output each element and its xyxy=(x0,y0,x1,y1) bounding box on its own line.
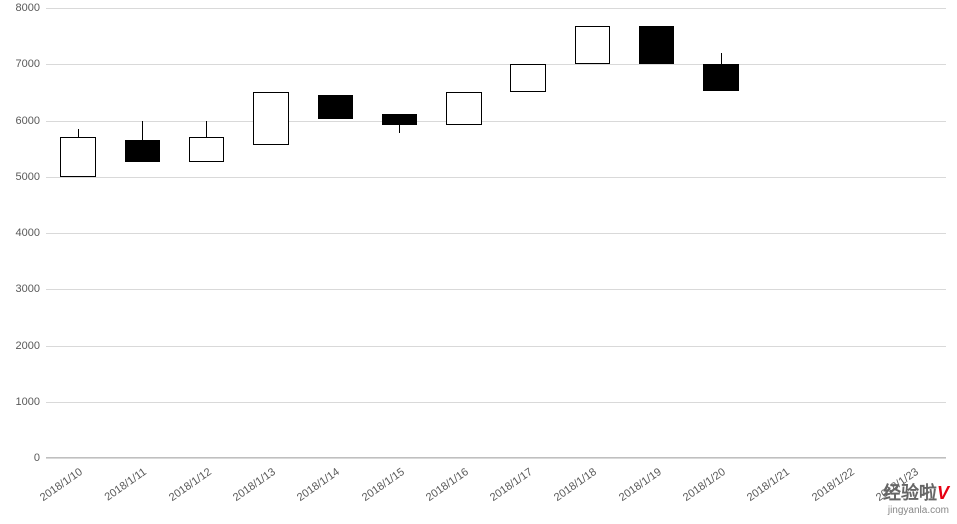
y-tick-label: 2000 xyxy=(16,340,40,352)
x-tick-label: 2018/1/12 xyxy=(167,466,214,504)
gridline xyxy=(46,177,946,178)
candle-down xyxy=(639,26,674,64)
candle-down xyxy=(318,95,353,119)
candle-up xyxy=(253,92,288,144)
x-tick-label: 2018/1/14 xyxy=(295,466,342,504)
candle-wick-upper xyxy=(142,121,143,141)
x-axis-line xyxy=(46,457,946,458)
candle-wick-upper xyxy=(721,53,722,64)
y-tick-label: 3000 xyxy=(16,283,40,295)
x-tick-label: 2018/1/10 xyxy=(38,466,85,504)
x-tick-label: 2018/1/22 xyxy=(809,466,856,504)
watermark: 经验啦V jingyanla.com xyxy=(883,479,949,516)
candle-up xyxy=(189,137,224,161)
y-tick-label: 4000 xyxy=(16,227,40,239)
y-tick-label: 7000 xyxy=(16,58,40,70)
candle-up xyxy=(446,92,481,125)
y-tick-label: 8000 xyxy=(16,2,40,14)
candle-down xyxy=(703,64,738,92)
gridline xyxy=(46,458,946,459)
watermark-accent: V xyxy=(937,483,949,503)
x-tick-label: 2018/1/16 xyxy=(424,466,471,504)
watermark-prefix: 经验啦 xyxy=(883,483,937,503)
x-tick-label: 2018/1/15 xyxy=(359,466,406,504)
x-tick-label: 2018/1/13 xyxy=(231,466,278,504)
candlestick-chart: 0 1000 2000 3000 4000 5000 6000 7000 8000 2018/1/… xyxy=(0,0,957,524)
x-tick-label: 2018/1/20 xyxy=(681,466,728,504)
gridline xyxy=(46,346,946,347)
y-tick-label: 6000 xyxy=(16,115,40,127)
y-tick-label: 1000 xyxy=(16,396,40,408)
x-tick-label: 2018/1/18 xyxy=(552,466,599,504)
gridline xyxy=(46,8,946,9)
x-tick-label: 2018/1/21 xyxy=(745,466,792,504)
x-tick-label: 2018/1/19 xyxy=(617,466,664,504)
gridline xyxy=(46,289,946,290)
candle-wick-upper xyxy=(206,121,207,138)
y-tick-label: 5000 xyxy=(16,171,40,183)
candle-up xyxy=(510,64,545,92)
candle-down xyxy=(382,114,417,125)
watermark-subtext: jingyanla.com xyxy=(883,505,949,516)
x-tick-label: 2018/1/11 xyxy=(103,466,149,503)
plot-area: 0100020003000400050006000700080002018/1/… xyxy=(46,8,946,458)
x-tick-label: 2018/1/17 xyxy=(488,466,535,504)
gridline xyxy=(46,64,946,65)
candle-down xyxy=(125,140,160,161)
y-tick-label: 0 xyxy=(34,452,40,464)
gridline xyxy=(46,233,946,234)
candle-up xyxy=(60,137,95,176)
candle-up xyxy=(575,26,610,64)
gridline xyxy=(46,121,946,122)
candle-wick-upper xyxy=(78,129,79,137)
gridline xyxy=(46,402,946,403)
candle-wick-lower xyxy=(399,125,400,133)
